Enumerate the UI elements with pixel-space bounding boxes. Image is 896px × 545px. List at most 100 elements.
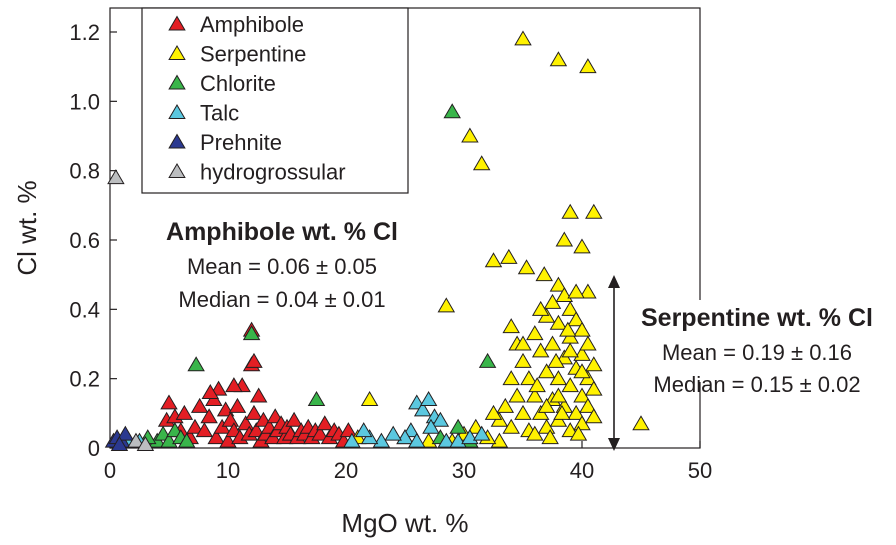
- hydrogrossular-point: [127, 432, 145, 448]
- serpentine-point: [549, 370, 568, 386]
- serpentine-point: [537, 363, 556, 379]
- serpentine-point: [531, 300, 550, 316]
- serpentine-point: [585, 380, 603, 396]
- serpentine-point: [567, 283, 585, 299]
- x-axis-title: MgO wt. %: [341, 508, 468, 538]
- chlorite-point: [242, 325, 261, 341]
- talc-point: [437, 432, 456, 448]
- legend-marker-chlorite: [168, 74, 186, 90]
- legend-marker-prehnite: [168, 133, 186, 149]
- y-tick-label: 1.0: [69, 89, 100, 114]
- serpentine-point: [514, 30, 532, 46]
- serpentine-point: [502, 318, 520, 334]
- serpentine-point: [508, 387, 526, 403]
- y-tick-label: 0.6: [69, 228, 100, 253]
- talc-point: [422, 418, 440, 434]
- serpentine-point: [360, 390, 379, 406]
- serpentine-point: [579, 335, 597, 351]
- y-tick-label: 0.2: [69, 367, 100, 392]
- serpentine-point: [535, 266, 553, 282]
- legend-marker-serpentine: [168, 45, 186, 60]
- serpentine-point: [561, 203, 579, 219]
- talc-point: [384, 425, 402, 441]
- serpentine-point: [573, 238, 591, 254]
- serpentine-point: [526, 387, 544, 403]
- serpentine-point: [517, 259, 536, 275]
- legend-label-chlorite: Chlorite: [200, 71, 276, 96]
- serpentine-stats-mean: Mean = 0.19 ± 0.16: [662, 340, 852, 365]
- serpentine-point: [514, 404, 532, 420]
- x-tick-label: 40: [570, 458, 594, 483]
- serpentine-point: [559, 321, 577, 337]
- chlorite-point: [478, 352, 497, 368]
- serpentine-point: [537, 397, 556, 413]
- talc-point: [343, 432, 361, 448]
- serpentine-stats-median: Median = 0.15 ± 0.02: [653, 372, 860, 397]
- legend-label-hydrogrossular: hydrogrossular: [200, 160, 346, 185]
- legend-marker-amphibole: [168, 15, 186, 31]
- hydrogrossular-point: [136, 436, 155, 452]
- x-tick-label: 10: [216, 458, 240, 483]
- serpentine-point: [585, 356, 603, 372]
- amphibole-point: [245, 352, 263, 368]
- legend-marker-hydrogrossular: [168, 163, 186, 178]
- serpentine-point: [502, 370, 520, 386]
- hydrogrossular-point: [107, 169, 125, 185]
- legend-label-prehnite: Prehnite: [200, 130, 282, 155]
- serpentine-point: [484, 252, 503, 268]
- serpentine-point: [484, 404, 503, 420]
- x-tick-label: 0: [104, 458, 116, 483]
- amphibole-point: [225, 377, 243, 393]
- amphibole-point: [311, 425, 329, 441]
- amphibole-stats-title: Amphibole wt. % Cl: [166, 218, 398, 246]
- legend-label-serpentine: Serpentine: [200, 42, 306, 67]
- serpentine-point: [528, 377, 546, 393]
- chlorite-point: [187, 356, 205, 372]
- amphibole-point: [285, 411, 303, 427]
- serpentine-point: [543, 335, 562, 351]
- amphibole-point: [186, 418, 204, 434]
- amphibole-stats-median: Median = 0.04 ± 0.01: [178, 287, 385, 312]
- legend-label-amphibole: Amphibole: [200, 12, 304, 37]
- y-axis-title: Cl wt. %: [12, 180, 42, 275]
- serpentine-stats: Serpentine wt. % Cl Mean = 0.19 ± 0.16 M…: [624, 300, 892, 397]
- legend-box: [141, 7, 409, 194]
- amphibole-point: [316, 415, 334, 431]
- x-tick-label: 50: [688, 458, 712, 483]
- amphibole-stats: Amphibole wt. % Cl Mean = 0.06 ± 0.05 Me…: [166, 218, 398, 312]
- amphibole-point: [339, 422, 358, 438]
- serpentine-point: [569, 425, 588, 441]
- serpentine-point: [526, 425, 544, 441]
- serpentine-stats-title: Serpentine wt. % Cl: [641, 304, 873, 332]
- serpentine-point: [561, 377, 579, 393]
- talc-point: [419, 390, 438, 406]
- serpentine-point: [579, 283, 597, 299]
- serpentine-point: [579, 397, 597, 413]
- talc-point: [408, 432, 426, 448]
- amphibole-point: [201, 384, 220, 400]
- x-tick-label: 30: [452, 458, 476, 483]
- serpentine-point: [514, 352, 532, 368]
- serpentine-point: [561, 300, 579, 316]
- serpentine-point: [526, 325, 544, 341]
- serpentine-point: [549, 276, 568, 292]
- serpentine-point: [567, 311, 585, 327]
- serpentine-point: [520, 370, 538, 386]
- amphibole-point: [190, 397, 209, 413]
- amphibole-point: [195, 422, 214, 438]
- serpentine-point: [561, 342, 579, 358]
- serpentine-point: [585, 203, 603, 219]
- amphibole-point: [207, 429, 225, 445]
- y-tick-label: 0: [88, 436, 100, 461]
- serpentine-range-arrow: [608, 275, 620, 451]
- talc-point: [354, 422, 373, 438]
- serpentine-point: [549, 314, 568, 330]
- serpentine-point: [579, 58, 597, 74]
- legend: Amphibole Serpentine Chlorite Talc Prehnite h…: [141, 7, 409, 194]
- talc-point: [413, 401, 432, 417]
- chlorite-point: [177, 432, 196, 448]
- talc-point: [472, 425, 491, 441]
- y-tick-label: 0.4: [69, 297, 100, 322]
- y-tick-label: 1.2: [69, 20, 100, 45]
